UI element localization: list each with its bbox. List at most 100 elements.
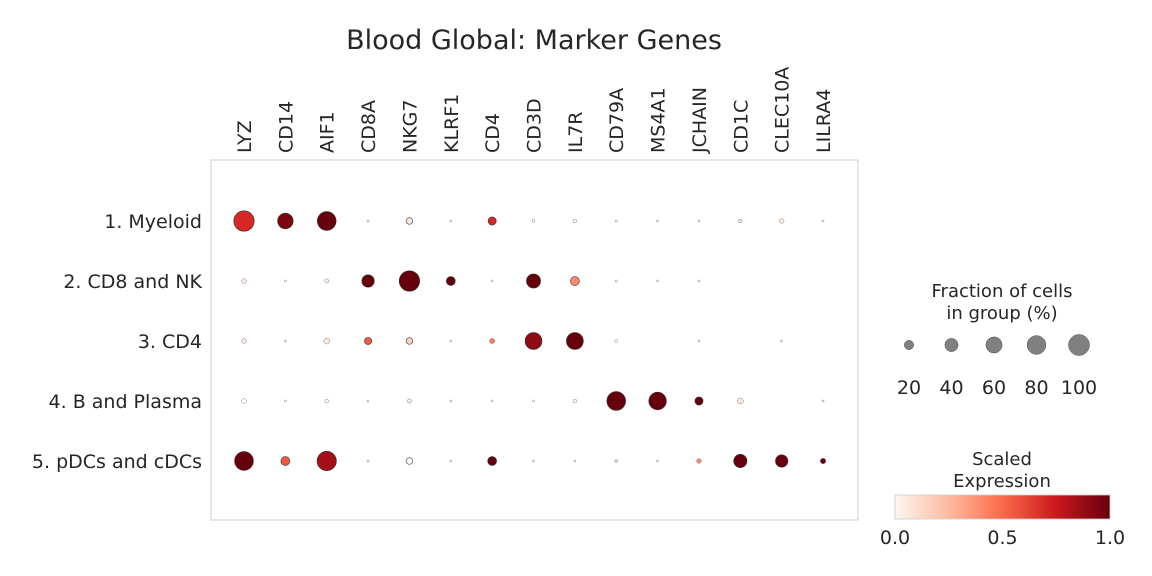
colorbar — [894, 494, 1111, 520]
chart-title: Blood Global: Marker Genes — [346, 25, 722, 56]
dot — [573, 459, 577, 463]
dot — [284, 399, 287, 403]
size-legend-label: 80 — [1024, 377, 1048, 399]
dot — [317, 211, 337, 231]
gene-label: IL7R — [565, 112, 587, 153]
dot — [566, 332, 584, 350]
gene-labels: LYZ CD14 AIF1 CD8A NKG7 KLRF1 CD4 CD3D IL7R CD79A… — [234, 67, 835, 154]
group-labels: 1. Myeloid 2. CD8 and NK 3. CD4 4. B and Pl… — [32, 211, 203, 473]
dot — [487, 456, 497, 466]
dot — [570, 276, 580, 286]
dot — [697, 339, 701, 343]
color-legend: Scaled Expression 0.0 0.5 1.0 — [880, 449, 1125, 549]
dot — [284, 339, 287, 343]
dot — [366, 399, 370, 403]
dot — [241, 338, 247, 344]
colorbar-tick-label: 0.0 — [880, 527, 910, 549]
group-label: 3. CD4 — [138, 331, 202, 353]
group-label: 4. B and Plasma — [49, 391, 202, 413]
dot — [241, 398, 247, 404]
dot — [449, 399, 453, 403]
dot — [532, 459, 535, 463]
group-label: 5. pDCs and cDCs — [32, 451, 202, 473]
dot — [526, 273, 541, 289]
dot — [316, 451, 337, 471]
dot — [733, 454, 748, 468]
color-legend-title: Scaled Expression — [953, 449, 1051, 492]
dot — [487, 216, 497, 226]
dot — [361, 274, 375, 288]
gene-label: JCHAIN — [689, 87, 711, 154]
dot — [324, 278, 330, 284]
dot — [449, 339, 453, 343]
colorbar-tick-label: 0.5 — [987, 527, 1017, 549]
dot — [779, 218, 785, 224]
dot — [738, 218, 743, 224]
gene-label: CD14 — [275, 101, 297, 153]
dot — [572, 218, 577, 224]
dot — [405, 457, 414, 465]
dot — [614, 219, 618, 223]
dot — [531, 219, 536, 223]
gene-label: LYZ — [234, 120, 256, 153]
dot — [820, 457, 827, 465]
dot — [614, 459, 618, 463]
dot — [694, 396, 704, 406]
dot — [737, 397, 744, 405]
dot — [446, 276, 456, 286]
size-legend-label: 100 — [1061, 377, 1097, 399]
gene-label: NKG7 — [399, 100, 421, 153]
dot — [489, 338, 495, 344]
dot — [490, 279, 494, 283]
size-legend-title: Fraction of cells in group (%) — [932, 281, 1073, 324]
dot — [696, 458, 702, 464]
dot — [572, 398, 577, 404]
group-label: 2. CD8 and NK — [63, 271, 202, 293]
dot — [284, 279, 287, 283]
colorbar-tick-label: 1.0 — [1095, 527, 1125, 549]
dot — [821, 399, 825, 403]
gene-label: LILRA4 — [813, 89, 835, 153]
gene-label: CLEC10A — [772, 67, 794, 153]
dot — [323, 337, 330, 345]
dot — [532, 399, 535, 403]
dot — [614, 339, 618, 343]
size-legend: Fraction of cells in group (%) 20 40 60 80 10… — [897, 281, 1097, 399]
size-legend-label: 40 — [939, 377, 963, 399]
size-legend-label: 20 — [897, 377, 921, 399]
dot — [524, 332, 543, 350]
group-label: 1. Myeloid — [104, 211, 202, 233]
dot — [821, 219, 825, 223]
gene-label: CD1C — [730, 100, 752, 153]
dot — [241, 278, 247, 284]
dot — [449, 459, 453, 463]
dot — [234, 451, 254, 471]
dot — [780, 339, 783, 343]
gene-label: CD3D — [524, 98, 546, 153]
dot — [656, 459, 659, 463]
size-legend-dot — [985, 336, 1003, 354]
gene-label: AIF1 — [317, 111, 339, 153]
gene-label: CD79A — [606, 88, 628, 153]
size-legend-dot — [944, 338, 959, 352]
dot — [775, 454, 789, 468]
dot — [398, 270, 420, 292]
dot — [449, 219, 453, 223]
dot — [366, 219, 370, 223]
dot — [614, 279, 618, 283]
dot — [280, 456, 291, 466]
gene-label: MS4A1 — [648, 87, 670, 153]
dot — [656, 219, 659, 223]
gene-label: KLRF1 — [441, 94, 463, 153]
dot — [405, 337, 414, 345]
dot — [364, 337, 373, 345]
dot — [697, 279, 701, 283]
dot — [656, 279, 659, 283]
dots — [233, 210, 827, 471]
gene-label: CD4 — [482, 113, 504, 153]
dot — [697, 219, 701, 223]
gene-label: CD8A — [358, 100, 380, 153]
dot — [233, 210, 255, 232]
size-legend-dot — [1068, 334, 1090, 356]
